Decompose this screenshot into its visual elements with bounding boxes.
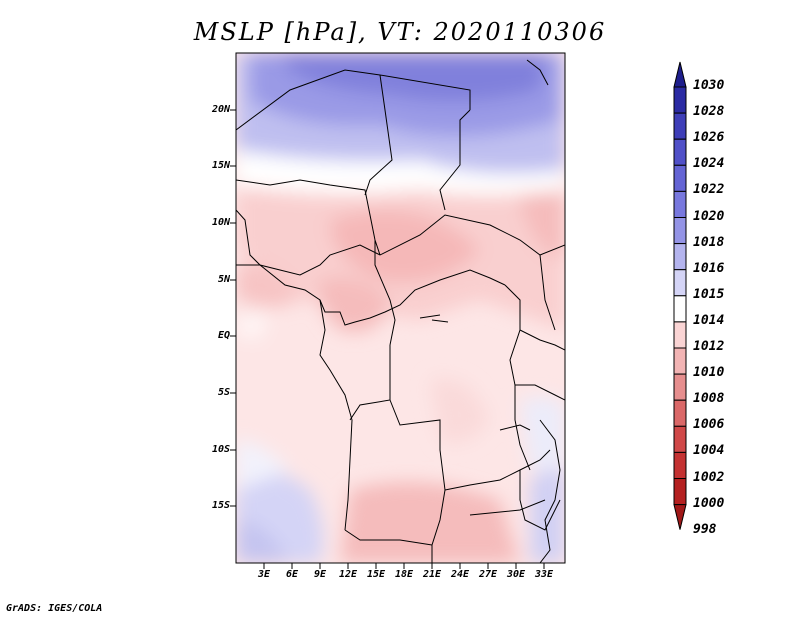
pressure-field [236,53,565,563]
colorbar-label: 1022 [693,182,725,198]
colorbar-label: 1015 [693,286,725,302]
lon-label-30e: 30E [506,569,526,580]
lon-label-18e: 18E [394,569,414,580]
colorbar-segment [673,138,687,166]
colorbar-segment [673,321,687,349]
colorbar-segment [673,269,687,297]
colorbar-segment [673,217,687,245]
lat-label-10n: 10N [211,217,230,228]
colorbar-segment [673,373,687,401]
colorbar-top-arrow [673,61,687,88]
colorbar-label: 1016 [693,260,725,276]
colorbar-segment [673,451,687,479]
map-frame [235,52,566,564]
lon-label-12e: 12E [338,569,358,580]
lon-label-33e: 33E [534,569,554,580]
colorbar-segment [673,399,687,427]
colorbar-label: 998 [693,521,717,537]
colorbar-segment [673,164,687,192]
colorbar-label: 1008 [693,391,725,407]
colorbar-label: 1030 [693,78,725,93]
lat-label-10s: 10S [211,444,230,455]
colorbar-label: 1026 [693,130,725,146]
colorbar-label: 1000 [693,495,725,511]
colorbar-segment [673,86,687,114]
grads-credit: GrADS: IGES/COLA [6,603,103,614]
colorbar-segment [673,478,687,506]
lon-label-9e: 9E [313,569,327,580]
lat-label-15n: 15N [211,160,230,171]
lon-label-15e: 15E [366,569,386,580]
lat-label-15s: 15S [211,500,230,511]
lon-label-24e: 24E [450,569,470,580]
colorbar-label: 1010 [693,365,725,381]
lon-label-27e: 27E [478,569,498,580]
country-borders [236,59,565,563]
colorbar-label: 1020 [693,208,725,224]
lat-label-5n: 5N [217,274,230,285]
colorbar-segment [673,243,687,271]
colorbar-segment [673,347,687,375]
colorbar-segment [673,112,687,140]
colorbar-label: 1014 [693,312,725,328]
lat-label-5s: 5S [217,387,230,398]
colorbar-label: 1028 [693,104,725,120]
colorbar-segment [673,425,687,453]
colorbar-label: 1002 [693,469,725,485]
chart-title: MSLP [hPa], VT: 2020110306 [193,18,607,46]
lon-label-21e: 21E [422,569,442,580]
colorbar-label: 1012 [693,339,725,354]
axis-ticks [230,109,545,569]
colorbar-label: 1024 [693,156,725,172]
colorbar-segment [673,295,687,323]
lat-label-20n: 20N [211,104,230,115]
colorbar-segment [673,190,687,218]
colorbar-label: 1006 [693,417,725,433]
lat-label-eq: EQ [217,330,230,341]
lon-label-3e: 3E [257,569,271,580]
lon-label-6e: 6E [285,569,299,580]
colorbar-label: 1004 [693,443,725,459]
colorbar-label: 1018 [693,234,725,250]
colorbar-bottom-arrow [673,504,687,530]
